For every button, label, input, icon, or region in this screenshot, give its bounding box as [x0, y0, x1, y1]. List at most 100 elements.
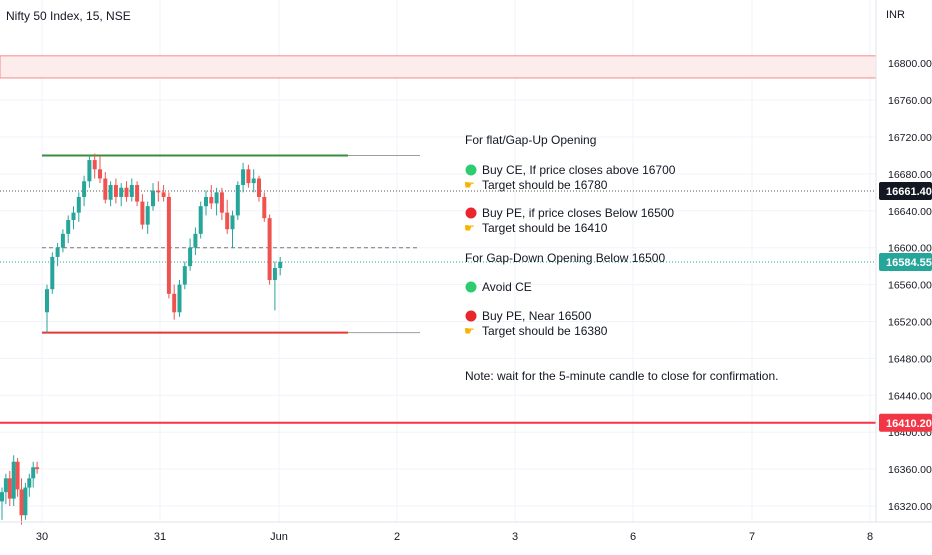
- candle[interactable]: [82, 175, 87, 207]
- annotation-notes: For flat/Gap-Up Opening Buy CE, If price …: [464, 133, 778, 383]
- candle-body: [119, 187, 124, 197]
- candle[interactable]: [219, 187, 224, 221]
- candle-body: [124, 187, 129, 197]
- red-circle-icon: [465, 207, 477, 219]
- y-tick-label: 16680.00: [888, 169, 932, 181]
- candle[interactable]: [267, 214, 272, 285]
- candle[interactable]: [108, 181, 113, 207]
- candle[interactable]: [66, 215, 71, 244]
- price-axis: 16320.0016360.0016400.0016440.0016480.00…: [875, 0, 932, 550]
- candle[interactable]: [71, 206, 76, 230]
- candle-body: [60, 233, 65, 248]
- y-tick-label: 16640.00: [888, 206, 932, 218]
- candle[interactable]: [161, 184, 166, 202]
- candle-body: [15, 461, 20, 490]
- annotation-note: Note: wait for the 5-minute candle to cl…: [465, 369, 778, 383]
- y-tick-label: 16760.00: [888, 95, 932, 107]
- candle-body: [31, 467, 36, 479]
- annotation-gapdown-heading: For Gap-Down Opening Below 16500: [465, 251, 665, 265]
- candle[interactable]: [188, 238, 193, 271]
- candle[interactable]: [225, 199, 230, 234]
- candle[interactable]: [235, 181, 240, 221]
- candle[interactable]: [177, 279, 182, 317]
- candle[interactable]: [113, 178, 118, 204]
- candle-body: [11, 461, 16, 499]
- candle[interactable]: [103, 172, 108, 204]
- candle-prev-session[interactable]: [31, 461, 36, 488]
- candle-body: [161, 192, 166, 197]
- candle-prev-session[interactable]: [23, 482, 28, 520]
- candle-prev-session[interactable]: [3, 473, 8, 505]
- candle[interactable]: [50, 252, 55, 294]
- candle[interactable]: [198, 201, 203, 239]
- candle-body: [145, 206, 150, 225]
- candle-body: [182, 266, 187, 285]
- supply-zone: [0, 55, 877, 79]
- time-axis: 30 31 Jun 2 3 6 7 8: [0, 521, 932, 543]
- candle-body: [193, 233, 198, 248]
- candle-prev-session[interactable]: [35, 461, 40, 474]
- candle-body: [87, 160, 92, 182]
- pointing-hand-icon: ☛: [464, 324, 475, 338]
- candle[interactable]: [119, 183, 124, 207]
- candle-body: [50, 256, 55, 290]
- candle-prev-session[interactable]: [27, 473, 32, 497]
- candle[interactable]: [272, 261, 277, 311]
- candle[interactable]: [214, 187, 219, 216]
- candle-body: [76, 196, 81, 213]
- candle[interactable]: [76, 192, 81, 222]
- candle[interactable]: [230, 210, 235, 248]
- candle[interactable]: [60, 229, 65, 253]
- candle-body: [103, 178, 108, 200]
- candle[interactable]: [182, 261, 187, 290]
- candle[interactable]: [278, 256, 283, 276]
- candle-prev-session[interactable]: [7, 470, 12, 506]
- candle[interactable]: [145, 201, 150, 234]
- candle-body: [262, 196, 267, 219]
- candle[interactable]: [172, 284, 177, 320]
- candle[interactable]: [92, 153, 97, 179]
- prev-close-badge: 16661.40: [886, 186, 932, 198]
- candle[interactable]: [193, 227, 198, 256]
- current-price-badge-bg: [879, 252, 932, 271]
- candle[interactable]: [241, 162, 246, 193]
- candle[interactable]: [135, 181, 140, 207]
- candle[interactable]: [129, 178, 134, 202]
- candle-prev-session[interactable]: [0, 487, 4, 520]
- candle-body: [98, 169, 102, 179]
- candle-prev-session[interactable]: [11, 455, 16, 506]
- candle-body: [151, 190, 155, 207]
- candle[interactable]: [257, 175, 261, 202]
- candle[interactable]: [98, 155, 102, 184]
- price-levels: [0, 154, 876, 424]
- candle[interactable]: [55, 243, 60, 267]
- candle-body: [71, 212, 76, 221]
- candle[interactable]: [156, 181, 161, 202]
- candle-prev-session[interactable]: [19, 478, 24, 525]
- target-price-badge: 16410.20: [886, 418, 932, 430]
- candle[interactable]: [262, 192, 267, 222]
- green-circle-icon: [465, 281, 477, 293]
- candle[interactable]: [140, 194, 145, 230]
- candle[interactable]: [45, 284, 49, 333]
- candle[interactable]: [87, 155, 92, 188]
- candle[interactable]: [151, 183, 155, 211]
- annotation-buy-pe-near: Buy PE, Near 16500: [482, 309, 592, 323]
- candle[interactable]: [209, 184, 214, 209]
- y-tick-label: 16560.00: [888, 280, 932, 292]
- candle[interactable]: [251, 169, 256, 193]
- candle-prev-session[interactable]: [15, 458, 20, 497]
- zone-band: [0, 55, 877, 79]
- candle[interactable]: [124, 181, 129, 202]
- candle-body: [177, 284, 182, 313]
- candle[interactable]: [166, 192, 171, 299]
- candle-body: [156, 190, 161, 193]
- red-circle-icon: [465, 310, 477, 322]
- candle-body: [92, 160, 97, 170]
- candle[interactable]: [246, 164, 251, 188]
- annotation-target-pe: Target should be 16410: [482, 221, 608, 235]
- candle-body: [204, 196, 208, 207]
- candle[interactable]: [204, 190, 208, 216]
